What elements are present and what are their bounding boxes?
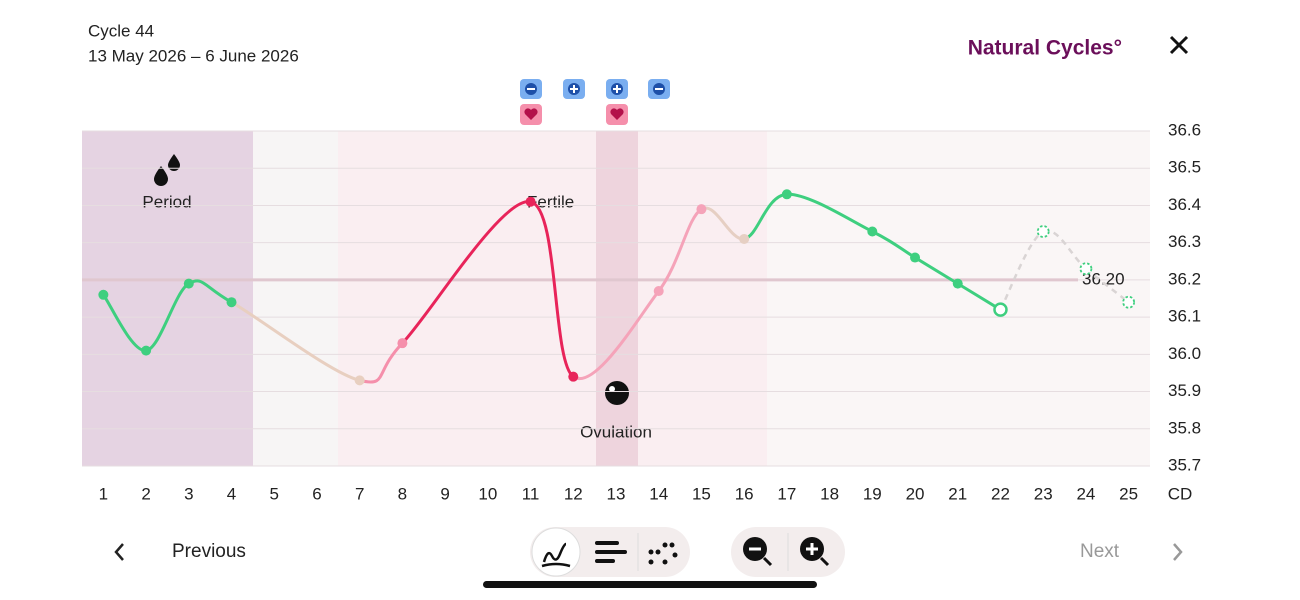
x-tick-label: 18 <box>820 484 839 503</box>
next-label: Next <box>1080 541 1120 562</box>
coverline-label: 36.20 <box>1082 269 1125 288</box>
phase-bands <box>82 131 1150 466</box>
x-tick-label: 7 <box>355 484 364 503</box>
event-icons <box>520 79 670 125</box>
plot: 36.6 36.5 36.4 36.3 36.2 36.1 36.0 35.9 35.8 35.7… <box>82 120 1201 503</box>
predicted-point <box>1122 295 1136 309</box>
data-point <box>98 289 109 300</box>
data-point <box>867 226 878 237</box>
data-point <box>568 371 579 382</box>
x-tick-label: 25 <box>1119 484 1138 503</box>
x-tick-label: 24 <box>1076 484 1095 503</box>
y-tick-label: 36.3 <box>1168 232 1201 251</box>
data-point <box>141 345 152 356</box>
curve-view-button[interactable] <box>531 527 581 577</box>
x-tick-label: 3 <box>184 484 193 503</box>
x-tick-label: 8 <box>398 484 407 503</box>
previous-button[interactable]: Previous <box>114 541 246 562</box>
x-tick-label: 5 <box>270 484 279 503</box>
ovulation-label: Ovulation <box>580 422 652 441</box>
line-segment <box>401 200 531 345</box>
x-tick-label: 19 <box>863 484 882 503</box>
y-tick-label: 35.9 <box>1168 381 1201 400</box>
data-point <box>226 297 237 308</box>
y-tick-label: 36.4 <box>1168 195 1201 214</box>
period-label: Period <box>142 192 191 211</box>
data-point <box>525 196 536 207</box>
x-axis-unit: CD <box>1168 484 1193 503</box>
x-tick-label: 9 <box>440 484 449 503</box>
x-tick-label: 12 <box>564 484 583 503</box>
x-tick-label: 16 <box>735 484 754 503</box>
cycle-dates: 13 May 2026 – 6 June 2026 <box>88 46 299 65</box>
data-point <box>354 375 365 386</box>
y-tick-label: 36.6 <box>1168 120 1201 139</box>
data-point <box>183 278 194 289</box>
x-tick-label: 17 <box>777 484 796 503</box>
data-point <box>910 252 921 263</box>
data-point <box>397 338 408 349</box>
zoom-in-button[interactable] <box>800 537 830 567</box>
x-tick-label: 6 <box>312 484 321 503</box>
line-segment <box>230 300 361 382</box>
x-tick-label: 4 <box>227 484 236 503</box>
close-button[interactable] <box>1169 35 1189 55</box>
x-tick-label: 2 <box>141 484 150 503</box>
list-view-button[interactable] <box>595 541 627 563</box>
x-tick-label: 20 <box>906 484 925 503</box>
y-tick-label: 36.5 <box>1168 158 1201 177</box>
data-point <box>696 204 707 215</box>
zoom-out-button[interactable] <box>743 537 773 567</box>
data-point <box>653 286 664 297</box>
previous-label: Previous <box>172 541 246 562</box>
data-point <box>781 189 792 200</box>
x-tick-label: 11 <box>522 484 540 503</box>
x-tick-label: 23 <box>1034 484 1053 503</box>
period-icon <box>154 154 180 186</box>
y-tick-label: 36.2 <box>1168 269 1201 288</box>
home-indicator <box>483 581 817 588</box>
y-tick-label: 36.1 <box>1168 307 1201 326</box>
x-tick-label: 21 <box>948 484 967 503</box>
y-tick-label: 36.0 <box>1168 344 1201 363</box>
x-tick-label: 10 <box>478 484 497 503</box>
line-segment <box>529 200 575 378</box>
data-point <box>952 278 963 289</box>
predicted-point <box>1079 262 1093 276</box>
x-tick-label: 1 <box>99 484 108 503</box>
cycle-title: Cycle 44 <box>88 21 154 40</box>
y-tick-label: 35.7 <box>1168 455 1201 474</box>
predicted-point <box>1036 225 1050 238</box>
line-segment <box>572 290 660 381</box>
view-toolbar <box>530 527 845 577</box>
x-tick-label: 15 <box>692 484 711 503</box>
x-tick-label: 14 <box>649 484 668 503</box>
brand: Natural Cycles° <box>968 37 1122 60</box>
y-tick-label: 35.8 <box>1168 418 1201 437</box>
line-segment <box>359 342 404 384</box>
dots-view-button[interactable] <box>648 542 678 565</box>
x-tick-label: 22 <box>991 484 1010 503</box>
x-tick-label: 13 <box>607 484 626 503</box>
data-point <box>739 233 750 244</box>
next-button[interactable]: Next <box>1080 541 1183 562</box>
ovulation-icon <box>605 381 629 405</box>
line-segment <box>657 207 703 292</box>
data-point <box>993 302 1008 317</box>
line-segment <box>786 192 873 233</box>
